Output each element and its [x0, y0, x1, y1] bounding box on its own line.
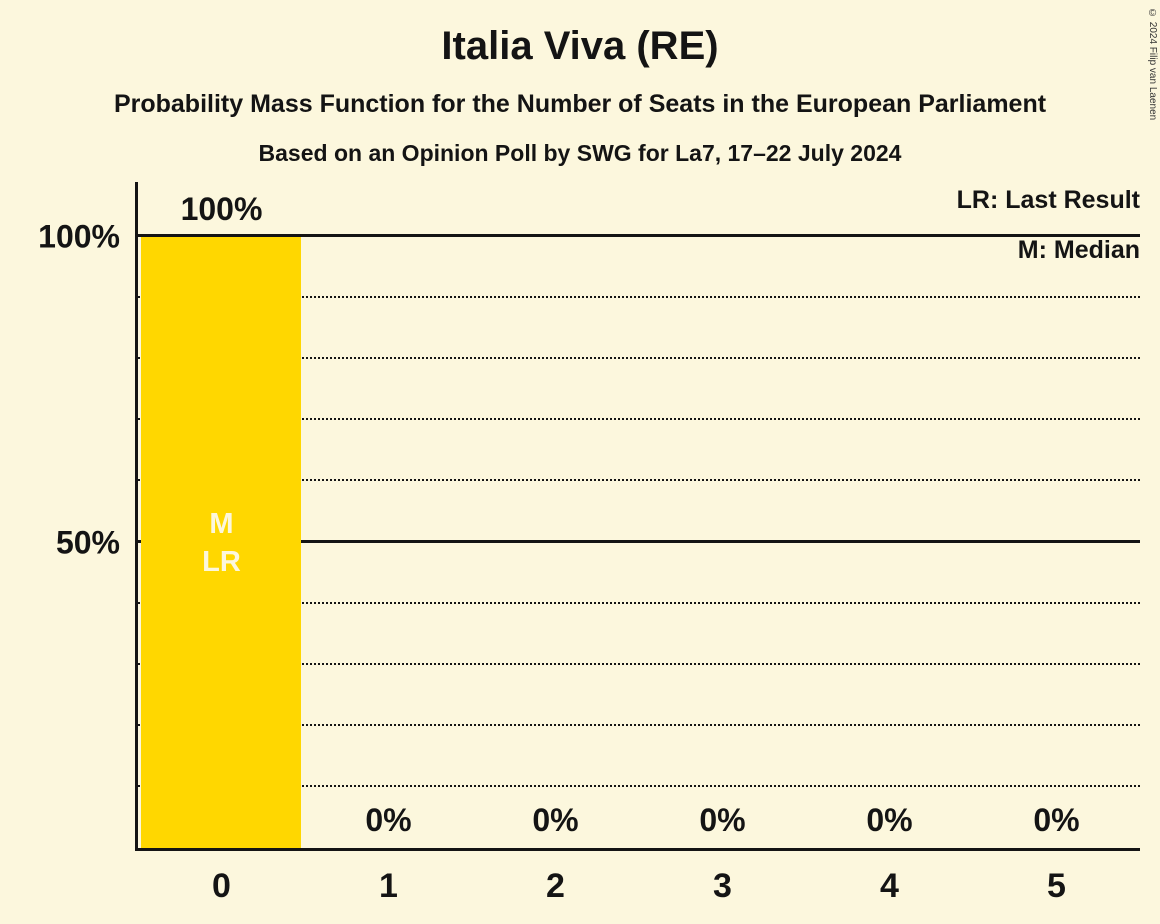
value-label-seats-2: 0%	[532, 802, 579, 838]
gridline-70pct	[138, 418, 1140, 421]
gridline-60pct	[138, 479, 1140, 482]
x-tick-label-1: 1	[379, 867, 398, 905]
gridline-100pct	[138, 234, 1140, 237]
x-axis-line	[135, 848, 1140, 851]
x-tick-label-5: 5	[1047, 867, 1066, 905]
bar-seats-0	[141, 237, 301, 848]
copyright-notice: © 2024 Filip van Laenen	[1147, 8, 1158, 121]
plot-area: 100% 0 0% 1 0% 2 0% 3 0% 4 0% 5 M LR 100% 50%	[38, 182, 1140, 905]
legend-median: M: Median	[1017, 236, 1140, 264]
y-tick-label-50pct: 50%	[55, 524, 120, 560]
gridline-20pct	[138, 723, 1140, 726]
gridline-90pct	[138, 296, 1140, 299]
gridline-80pct	[138, 357, 1140, 360]
gridline-50pct	[138, 539, 1140, 543]
value-label-seats-3: 0%	[699, 802, 746, 838]
gridline-30pct	[138, 662, 1140, 665]
gridline-10pct	[138, 784, 1140, 787]
chart-title: Italia Viva (RE)	[441, 24, 719, 68]
value-label-seats-5: 0%	[1033, 802, 1080, 838]
chart-subtitle-line1: Probability Mass Function for the Number…	[113, 90, 1047, 118]
y-tick-label-100pct: 100%	[38, 218, 120, 255]
bar-annotation-line-lr: LR	[202, 545, 241, 578]
x-tick-label-2: 2	[546, 867, 565, 905]
chart-subtitle-line2: Based on an Opinion Poll by SWG for La7,…	[258, 140, 902, 166]
y-axis-line	[135, 182, 138, 851]
value-label-seats-0: 100%	[180, 191, 263, 227]
legend-last-result: LR: Last Result	[956, 186, 1140, 214]
value-label-seats-1: 0%	[365, 802, 412, 838]
bar-annotation-line-m: M	[209, 507, 234, 540]
bar-annotation-seats-0: M LR	[138, 505, 305, 581]
x-tick-label-0: 0	[212, 867, 231, 905]
x-tick-label-4: 4	[880, 867, 899, 905]
gridline-40pct	[138, 601, 1140, 604]
value-label-seats-4: 0%	[866, 802, 913, 838]
x-tick-label-3: 3	[713, 867, 732, 905]
